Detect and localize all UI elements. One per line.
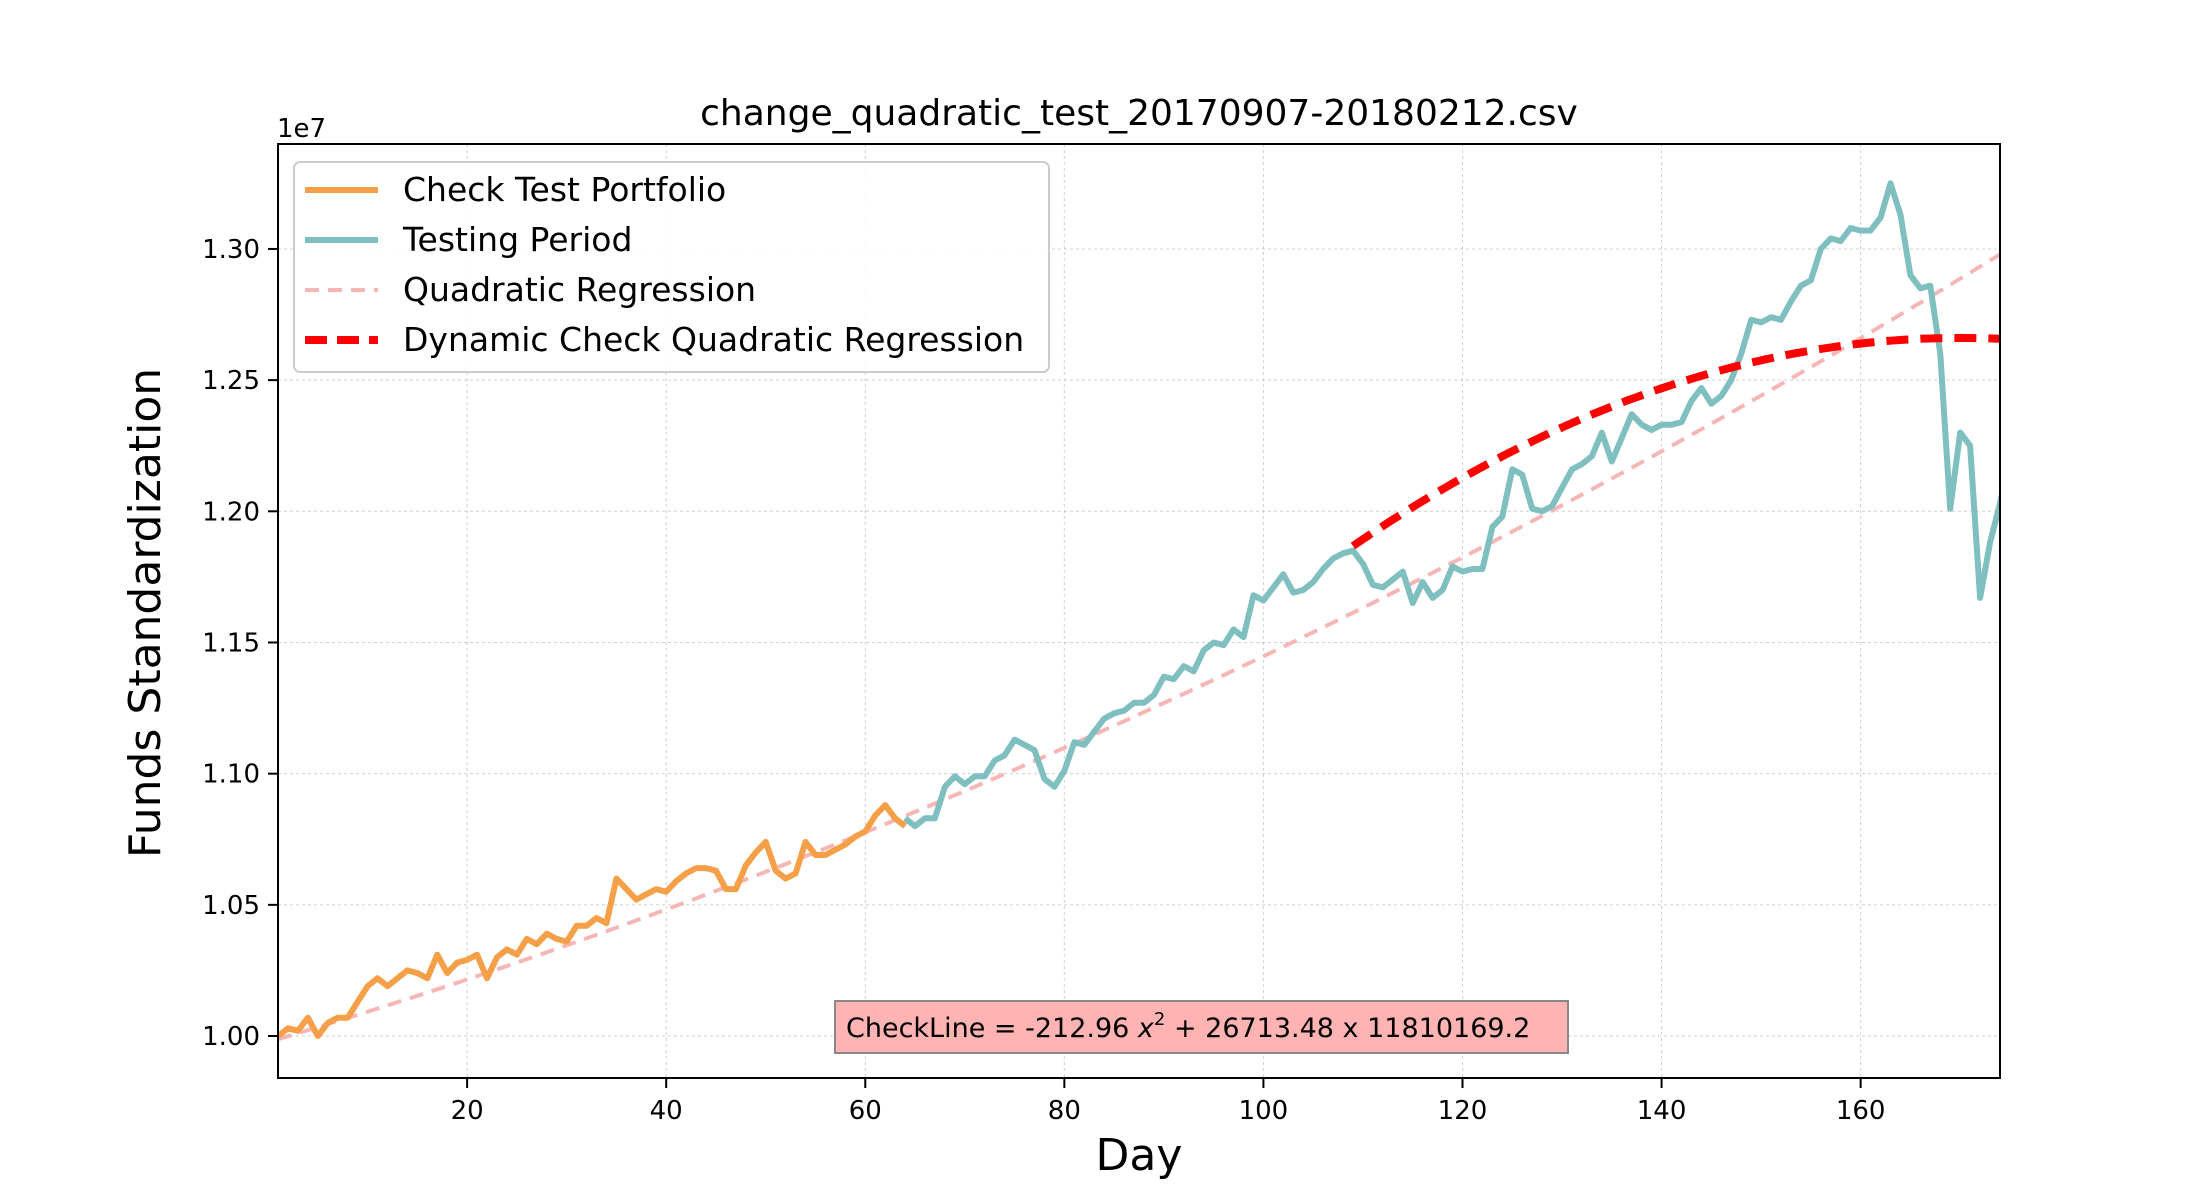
x-tick-label: 20 <box>451 1096 484 1126</box>
chart-title: change_quadratic_test_20170907-20180212.… <box>700 93 1578 134</box>
legend: Check Test Portfolio Testing Period Quadra… <box>293 161 1050 373</box>
checkline-annotation: CheckLine = -212.96 x2 + 26713.48 x 1181… <box>834 1000 1569 1054</box>
series-line <box>1350 333 2000 550</box>
y-tick-label: 1.05 <box>202 891 260 921</box>
x-axis-label: Day <box>1096 1130 1183 1181</box>
axis-ticks: 20 40 60 80 100 120 140 160 1.00 1.05 1.10 1.15 1.20… <box>202 235 1885 1126</box>
y-tick-label: 1.25 <box>202 366 260 396</box>
y-tick-label: 1.10 <box>202 760 260 790</box>
y-axis-label: Funds Standardization <box>120 368 171 858</box>
x-tick-label: 120 <box>1438 1096 1488 1126</box>
x-tick-label: 100 <box>1239 1096 1289 1126</box>
series-line <box>903 180 2000 830</box>
annotation-variable: x <box>1137 1013 1155 1044</box>
y-tick-label: 1.30 <box>202 235 260 265</box>
legend-label: Testing Period <box>402 220 632 259</box>
annotation-exponent: 2 <box>1154 1009 1165 1030</box>
series-line <box>278 252 2000 1042</box>
annotation-text: CheckLine = -212.96 x2 + 26713.48 x 1181… <box>846 1009 1530 1044</box>
x-tick-label: 80 <box>1048 1096 1081 1126</box>
legend-label: Quadratic Regression <box>403 270 756 309</box>
y-tick-label: 1.00 <box>202 1022 260 1052</box>
x-tick-label: 60 <box>849 1096 882 1126</box>
annotation-suffix: + 26713.48 x 11810169.2 <box>1165 1013 1530 1044</box>
legend-label: Check Test Portfolio <box>403 170 726 209</box>
series-lines <box>278 180 2000 1042</box>
x-tick-label: 40 <box>650 1096 683 1126</box>
annotation-box <box>834 1000 1569 1054</box>
series-line <box>278 802 907 1039</box>
legend-box <box>293 161 1050 373</box>
y-tick-label: 1.15 <box>202 628 260 658</box>
x-tick-label: 140 <box>1637 1096 1687 1126</box>
x-tick-label: 160 <box>1836 1096 1886 1126</box>
legend-label: Dynamic Check Quadratic Regression <box>403 320 1024 359</box>
annotation-prefix: CheckLine = -212.96 <box>846 1013 1138 1044</box>
y-axis-offset-label: 1e7 <box>277 114 326 144</box>
plot-area-frame <box>277 143 2001 1079</box>
y-tick-label: 1.20 <box>202 497 260 527</box>
